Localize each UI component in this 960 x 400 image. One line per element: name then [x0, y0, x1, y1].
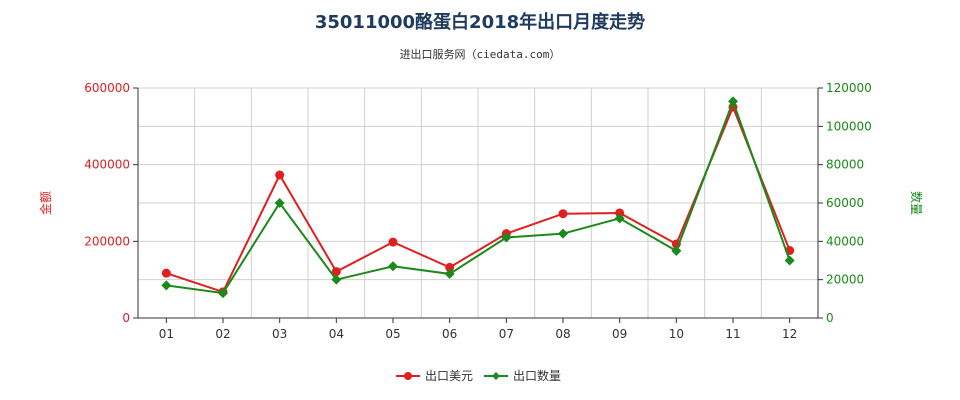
- series-1-point: [388, 237, 398, 247]
- series-2-point: [161, 280, 172, 291]
- y-left-tick-label: 200000: [84, 234, 130, 248]
- y-right-tick-label: 120000: [826, 81, 872, 95]
- y-right-tick-label: 100000: [826, 119, 872, 133]
- y-left-tick-label: 400000: [84, 158, 130, 172]
- y-right-tick-label: 60000: [826, 196, 864, 210]
- x-tick-label: 11: [725, 327, 740, 341]
- series-1-point: [558, 209, 568, 219]
- y-right-tick-label: 80000: [826, 158, 864, 172]
- x-tick-label: 01: [159, 327, 174, 341]
- series-1-point: [445, 262, 455, 272]
- legend-label: 出口数量: [513, 368, 561, 383]
- series-2-point: [444, 268, 455, 279]
- x-tick-label: 04: [329, 327, 344, 341]
- x-tick-label: 10: [669, 327, 684, 341]
- series-2-point: [671, 245, 682, 256]
- series-2-point: [728, 96, 738, 107]
- series-2-point: [274, 198, 285, 208]
- x-tick-label: 03: [272, 327, 287, 341]
- x-tick-label: 12: [782, 327, 797, 341]
- y-left-axis-title: 金额: [38, 191, 53, 215]
- legend-swatch-marker: [404, 372, 412, 380]
- series-line-1: [166, 104, 791, 294]
- y-left-tick-label: 0: [122, 311, 130, 325]
- x-tick-label: 07: [499, 327, 514, 341]
- series-2-point: [558, 228, 568, 239]
- chart-subtitle: 进出口服务网（ciedata.com）: [399, 48, 561, 61]
- y-left-tick-label: 600000: [84, 81, 130, 95]
- x-tick-label: 09: [612, 327, 627, 341]
- series-1-point: [331, 267, 341, 277]
- y-right-axis-title: 数量: [909, 191, 924, 215]
- y-right-tick-label: 20000: [826, 273, 864, 287]
- series-2-point: [388, 261, 398, 272]
- series-2-point: [784, 255, 795, 266]
- series-2-point: [614, 213, 625, 224]
- y-right-tick-label: 0: [826, 311, 834, 325]
- series-2-point: [331, 274, 342, 285]
- legend-swatch-marker: [492, 372, 500, 380]
- chart-title: 35011000酪蛋白2018年出口月度走势: [314, 12, 646, 33]
- series-1-point: [275, 170, 285, 180]
- series-2-point: [218, 288, 228, 299]
- series-line-2: [166, 98, 791, 295]
- x-tick-label: 05: [385, 327, 400, 341]
- series-2-point: [501, 232, 512, 243]
- y-right-tick-label: 40000: [826, 234, 864, 248]
- x-tick-label: 06: [442, 327, 457, 341]
- series-1-point: [615, 208, 625, 218]
- legend-label: 出口美元: [425, 369, 473, 383]
- x-tick-label: 02: [215, 327, 230, 341]
- x-tick-label: 08: [555, 327, 570, 341]
- series-1-point: [161, 268, 171, 278]
